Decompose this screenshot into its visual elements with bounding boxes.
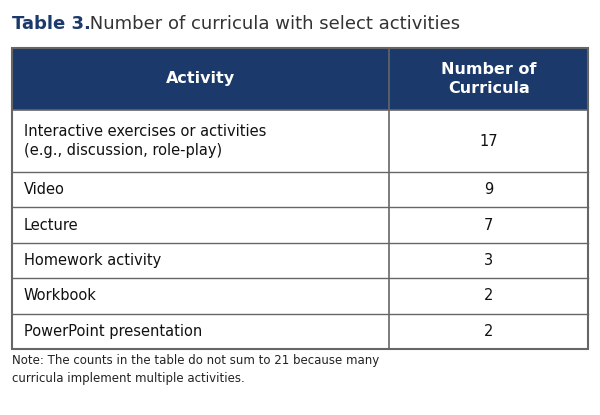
Text: 7: 7 xyxy=(484,217,493,232)
Text: 9: 9 xyxy=(484,182,493,197)
Bar xyxy=(12,48,588,349)
Text: PowerPoint presentation: PowerPoint presentation xyxy=(24,324,202,339)
Text: Interactive exercises or activities
(e.g., discussion, role-play): Interactive exercises or activities (e.g… xyxy=(24,124,266,158)
Text: 2: 2 xyxy=(484,324,493,339)
Text: Note: The counts in the table do not sum to 21 because many
curricula implement : Note: The counts in the table do not sum… xyxy=(12,354,379,385)
Bar xyxy=(12,48,588,110)
Text: Workbook: Workbook xyxy=(24,288,97,303)
Text: Lecture: Lecture xyxy=(24,217,79,232)
Text: Number of
Curricula: Number of Curricula xyxy=(441,61,536,96)
Text: Number of curricula with select activities: Number of curricula with select activiti… xyxy=(84,15,460,33)
Text: Table 3.: Table 3. xyxy=(12,15,91,33)
Text: Homework activity: Homework activity xyxy=(24,253,161,268)
Text: 2: 2 xyxy=(484,288,493,303)
Text: Activity: Activity xyxy=(166,71,235,86)
Text: Video: Video xyxy=(24,182,65,197)
Text: 17: 17 xyxy=(479,134,498,149)
Text: 3: 3 xyxy=(484,253,493,268)
